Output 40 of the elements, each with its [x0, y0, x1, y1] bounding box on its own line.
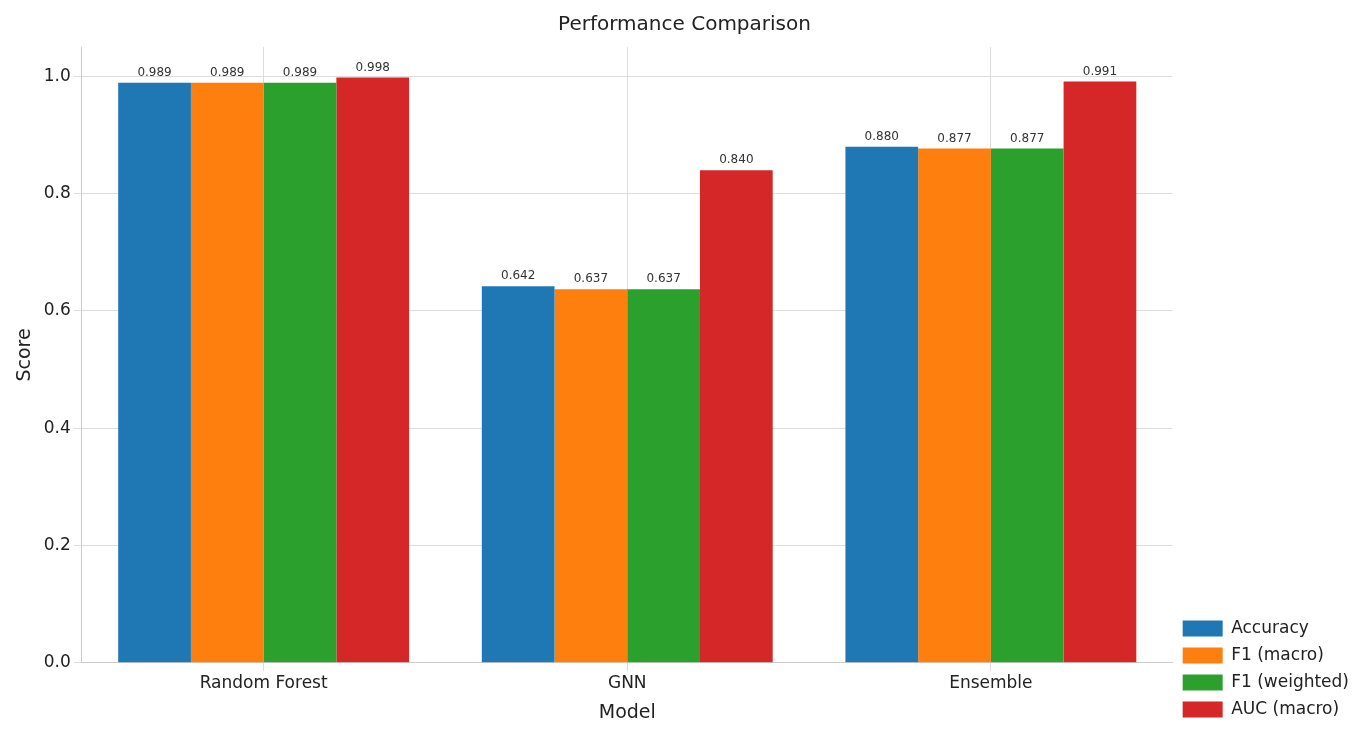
y-tick-label: 0.4	[43, 416, 71, 437]
x-axis-title: Model	[598, 699, 656, 722]
bar	[190, 82, 264, 663]
bar	[263, 82, 337, 663]
legend-label: F1 (macro)	[1231, 643, 1324, 664]
bar	[336, 77, 410, 663]
data-label: 0.991	[1082, 63, 1118, 78]
y-axis-title: Score	[12, 328, 35, 382]
bar	[118, 82, 191, 663]
data-label: 0.877	[1010, 130, 1045, 145]
bar	[481, 286, 555, 663]
x-tick-label: GNN	[607, 672, 647, 693]
data-label: 0.637	[646, 271, 681, 286]
data-label: 0.637	[573, 271, 609, 286]
y-tick-label: 0.6	[43, 299, 71, 320]
data-label: 0.989	[137, 64, 172, 79]
bar	[990, 148, 1064, 663]
y-tick-label: 1.0	[43, 64, 71, 85]
y-tick-label: 0.0	[43, 651, 71, 672]
x-tick-label: Random Forest	[199, 672, 328, 693]
data-label: 0.642	[500, 268, 536, 283]
data-label: 0.989	[282, 64, 318, 79]
bar	[918, 148, 991, 663]
data-label: 0.840	[719, 152, 754, 167]
legend-label: Accuracy	[1231, 616, 1309, 637]
bar	[627, 289, 700, 663]
bar	[1063, 81, 1137, 663]
bar	[845, 146, 919, 663]
y-tick-label: 0.8	[43, 182, 71, 203]
legend-label: AUC (macro)	[1231, 697, 1340, 718]
x-tick-label: Ensemble	[949, 672, 1033, 693]
bar	[699, 170, 773, 663]
data-label: 0.989	[210, 64, 245, 79]
y-tick-label: 0.2	[43, 533, 71, 554]
data-label: 0.880	[864, 128, 899, 143]
legend-label: F1 (weighted)	[1231, 670, 1350, 691]
bar	[554, 289, 628, 663]
chart-title: Performance Comparison	[558, 11, 811, 36]
data-label: 0.877	[937, 130, 972, 145]
data-label: 0.998	[355, 59, 390, 74]
